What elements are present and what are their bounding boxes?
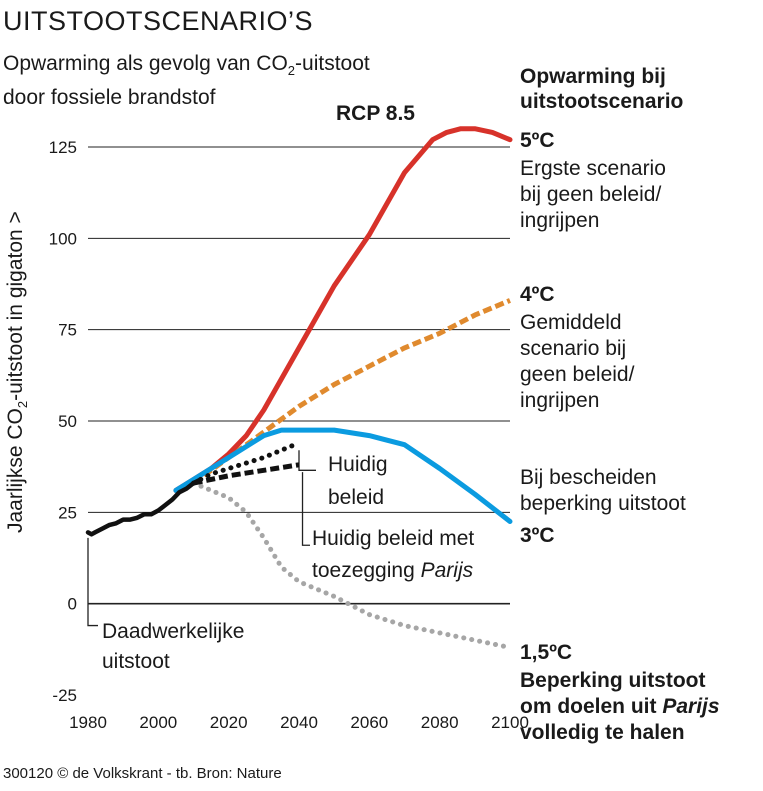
x-tick-2060: 2060 (350, 713, 388, 732)
scenario-3-desc: Bij bescheiden beperking uitstoot (520, 466, 686, 515)
y-tick-75: 75 (58, 321, 77, 340)
paris-pledge-leader-line (301, 472, 310, 546)
chart-subtitle: Opwarming als gevolg van CO2-uitstoot do… (3, 50, 370, 111)
x-tick-2040: 2040 (280, 713, 318, 732)
y-tick-50: 50 (58, 412, 77, 431)
paris-pledge-label-2: toezegging Parijs (312, 559, 474, 582)
rcp-label: RCP 8.5 (336, 102, 415, 125)
scenario-4-desc: Gemiddeld scenario bij geen beleid/ingrijp… (520, 311, 635, 412)
x-tick-2080: 2080 (421, 713, 459, 732)
scenario-3-temp: 3ºC (520, 524, 555, 547)
subtitle-line1: Opwarming als gevolg van CO2-uitstoot (3, 52, 370, 79)
actual-label-1: Daadwerkelijke (102, 620, 244, 643)
y-tick-125: 125 (49, 138, 77, 157)
scenario-4-temp: 4ºC (520, 283, 555, 306)
series-line-1 (173, 126, 513, 493)
paris-pledge-label-1: Huidig beleid met (312, 527, 474, 550)
series-line-0 (85, 477, 203, 537)
y-tick-25: 25 (58, 503, 77, 522)
scenario-15-desc: Beperking uitstoot om doelen uit Parijs vo… (520, 669, 720, 744)
scenario-15-temp: 1,5ºC (520, 641, 573, 664)
x-tick-1980: 1980 (69, 713, 107, 732)
scenario-5-temp: 5ºC (520, 129, 555, 152)
x-tick-2020: 2020 (210, 713, 248, 732)
x-tick-2100: 2100 (491, 713, 529, 732)
current-policy-leader-line (298, 450, 316, 471)
footer-credit: 300120 © de Volkskrant - tb. Bron: Natur… (3, 765, 282, 782)
page-title: UITSTOOTSCENARIO’S (3, 6, 314, 36)
scenario-5-desc: Ergste scenario bij geen beleid/ingrijpen (520, 157, 666, 232)
x-tick-2000: 2000 (139, 713, 177, 732)
series-line-4 (191, 440, 302, 486)
current-policy-label-1: Huidig (328, 453, 388, 476)
actual-label-2: uitstoot (102, 650, 170, 673)
y-axis-label: Jaarlijkse CO2-uitstoot in gigaton > (4, 211, 30, 533)
y-tick-0: 0 (68, 595, 77, 614)
series-line-3 (173, 427, 513, 524)
legend-title: Opwarming bij uitstootscenario (520, 65, 684, 113)
y-tick--25: -25 (52, 686, 77, 705)
series-line-5 (192, 462, 300, 486)
current-policy-label-2: beleid (328, 486, 384, 509)
subtitle-line2: door fossiele brandstof (3, 86, 216, 110)
actual-leader-line (87, 537, 98, 627)
series-line-6 (191, 480, 513, 650)
y-tick-100: 100 (49, 229, 77, 248)
